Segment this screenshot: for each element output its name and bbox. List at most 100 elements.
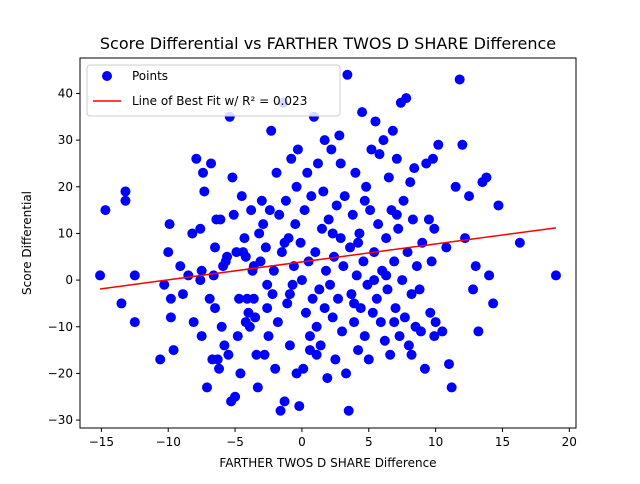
data-point [187, 228, 198, 239]
data-point [258, 219, 269, 230]
data-point [298, 363, 309, 374]
data-point [230, 391, 241, 402]
data-point [375, 317, 386, 328]
data-point [216, 321, 227, 332]
data-point [279, 237, 290, 248]
data-point [361, 181, 372, 192]
data-point [429, 223, 440, 234]
data-point [188, 317, 199, 328]
data-point [446, 382, 457, 393]
data-point [262, 279, 273, 290]
data-point [401, 93, 412, 104]
data-point [425, 307, 436, 318]
data-point [240, 317, 251, 328]
data-point [389, 317, 400, 328]
data-point [374, 149, 385, 160]
data-point [468, 284, 479, 295]
x-tick-label: 0 [298, 435, 306, 449]
data-point [493, 200, 504, 211]
data-point [429, 331, 440, 342]
data-point [481, 172, 492, 183]
x-tick-label: 5 [365, 435, 373, 449]
data-point [208, 270, 219, 281]
data-point [337, 326, 348, 337]
data-point [276, 247, 287, 258]
data-point [215, 214, 226, 225]
data-point [342, 69, 353, 80]
data-point [335, 233, 346, 244]
data-point [390, 303, 401, 314]
legend: Points Line of Best Fit w/ R² = 0.023 [86, 64, 341, 117]
data-point [304, 331, 315, 342]
data-point [437, 326, 448, 337]
data-point [470, 261, 481, 272]
x-tick-label: 20 [562, 435, 577, 449]
data-point [385, 349, 396, 360]
data-point [240, 251, 251, 262]
data-point [353, 237, 364, 248]
y-tick-label: −10 [48, 320, 73, 334]
data-point [234, 293, 245, 304]
data-point [300, 307, 311, 318]
data-point [95, 270, 106, 281]
data-point [163, 247, 174, 258]
data-point [407, 214, 418, 225]
data-point [423, 214, 434, 225]
data-point [373, 219, 384, 230]
data-point [397, 275, 408, 286]
y-tick-label: 20 [58, 180, 73, 194]
data-point [168, 345, 179, 356]
data-point [331, 200, 342, 211]
y-axis-label: Score Differential [20, 191, 34, 295]
data-point [399, 312, 410, 323]
chart-title: Score Differential vs FARTHER TWOS D SHA… [100, 34, 556, 53]
data-point [330, 354, 341, 365]
x-tick-label: −10 [156, 435, 181, 449]
data-point [464, 191, 475, 202]
data-point [366, 144, 377, 155]
data-point [267, 289, 278, 300]
data-point [219, 340, 230, 351]
data-point [204, 293, 215, 304]
data-point [210, 303, 221, 314]
data-point [199, 186, 210, 197]
data-point [346, 289, 357, 300]
data-point [284, 289, 295, 300]
data-point [155, 354, 166, 365]
data-point [248, 293, 259, 304]
data-point [415, 326, 426, 337]
data-point [198, 167, 208, 178]
legend-label-points: Points [132, 69, 168, 83]
data-point [246, 205, 257, 216]
data-point [353, 345, 364, 356]
data-point [210, 242, 221, 253]
data-point [433, 139, 444, 150]
data-point [227, 172, 238, 183]
data-point [314, 284, 325, 295]
data-point [252, 382, 263, 393]
data-point [488, 298, 499, 309]
data-point [454, 74, 465, 85]
data-point [363, 354, 374, 365]
data-point [256, 195, 267, 206]
data-point [270, 363, 281, 374]
data-point [326, 144, 337, 155]
data-point [419, 363, 430, 374]
data-point [282, 298, 293, 309]
data-point [286, 153, 297, 164]
data-point [389, 256, 400, 267]
data-point [371, 293, 382, 304]
data-point [323, 214, 334, 225]
legend-label-fit: Line of Best Fit w/ R² = 0.023 [132, 94, 307, 108]
data-point [394, 331, 405, 342]
data-point [292, 144, 303, 155]
x-axis-ticks: −15 −10 −5 0 5 10 15 20 [89, 428, 577, 449]
data-point [129, 317, 140, 328]
data-point [443, 359, 454, 370]
data-point [387, 125, 398, 136]
data-point [228, 209, 239, 220]
data-point [202, 382, 213, 393]
data-point [259, 349, 270, 360]
data-point [196, 265, 207, 276]
